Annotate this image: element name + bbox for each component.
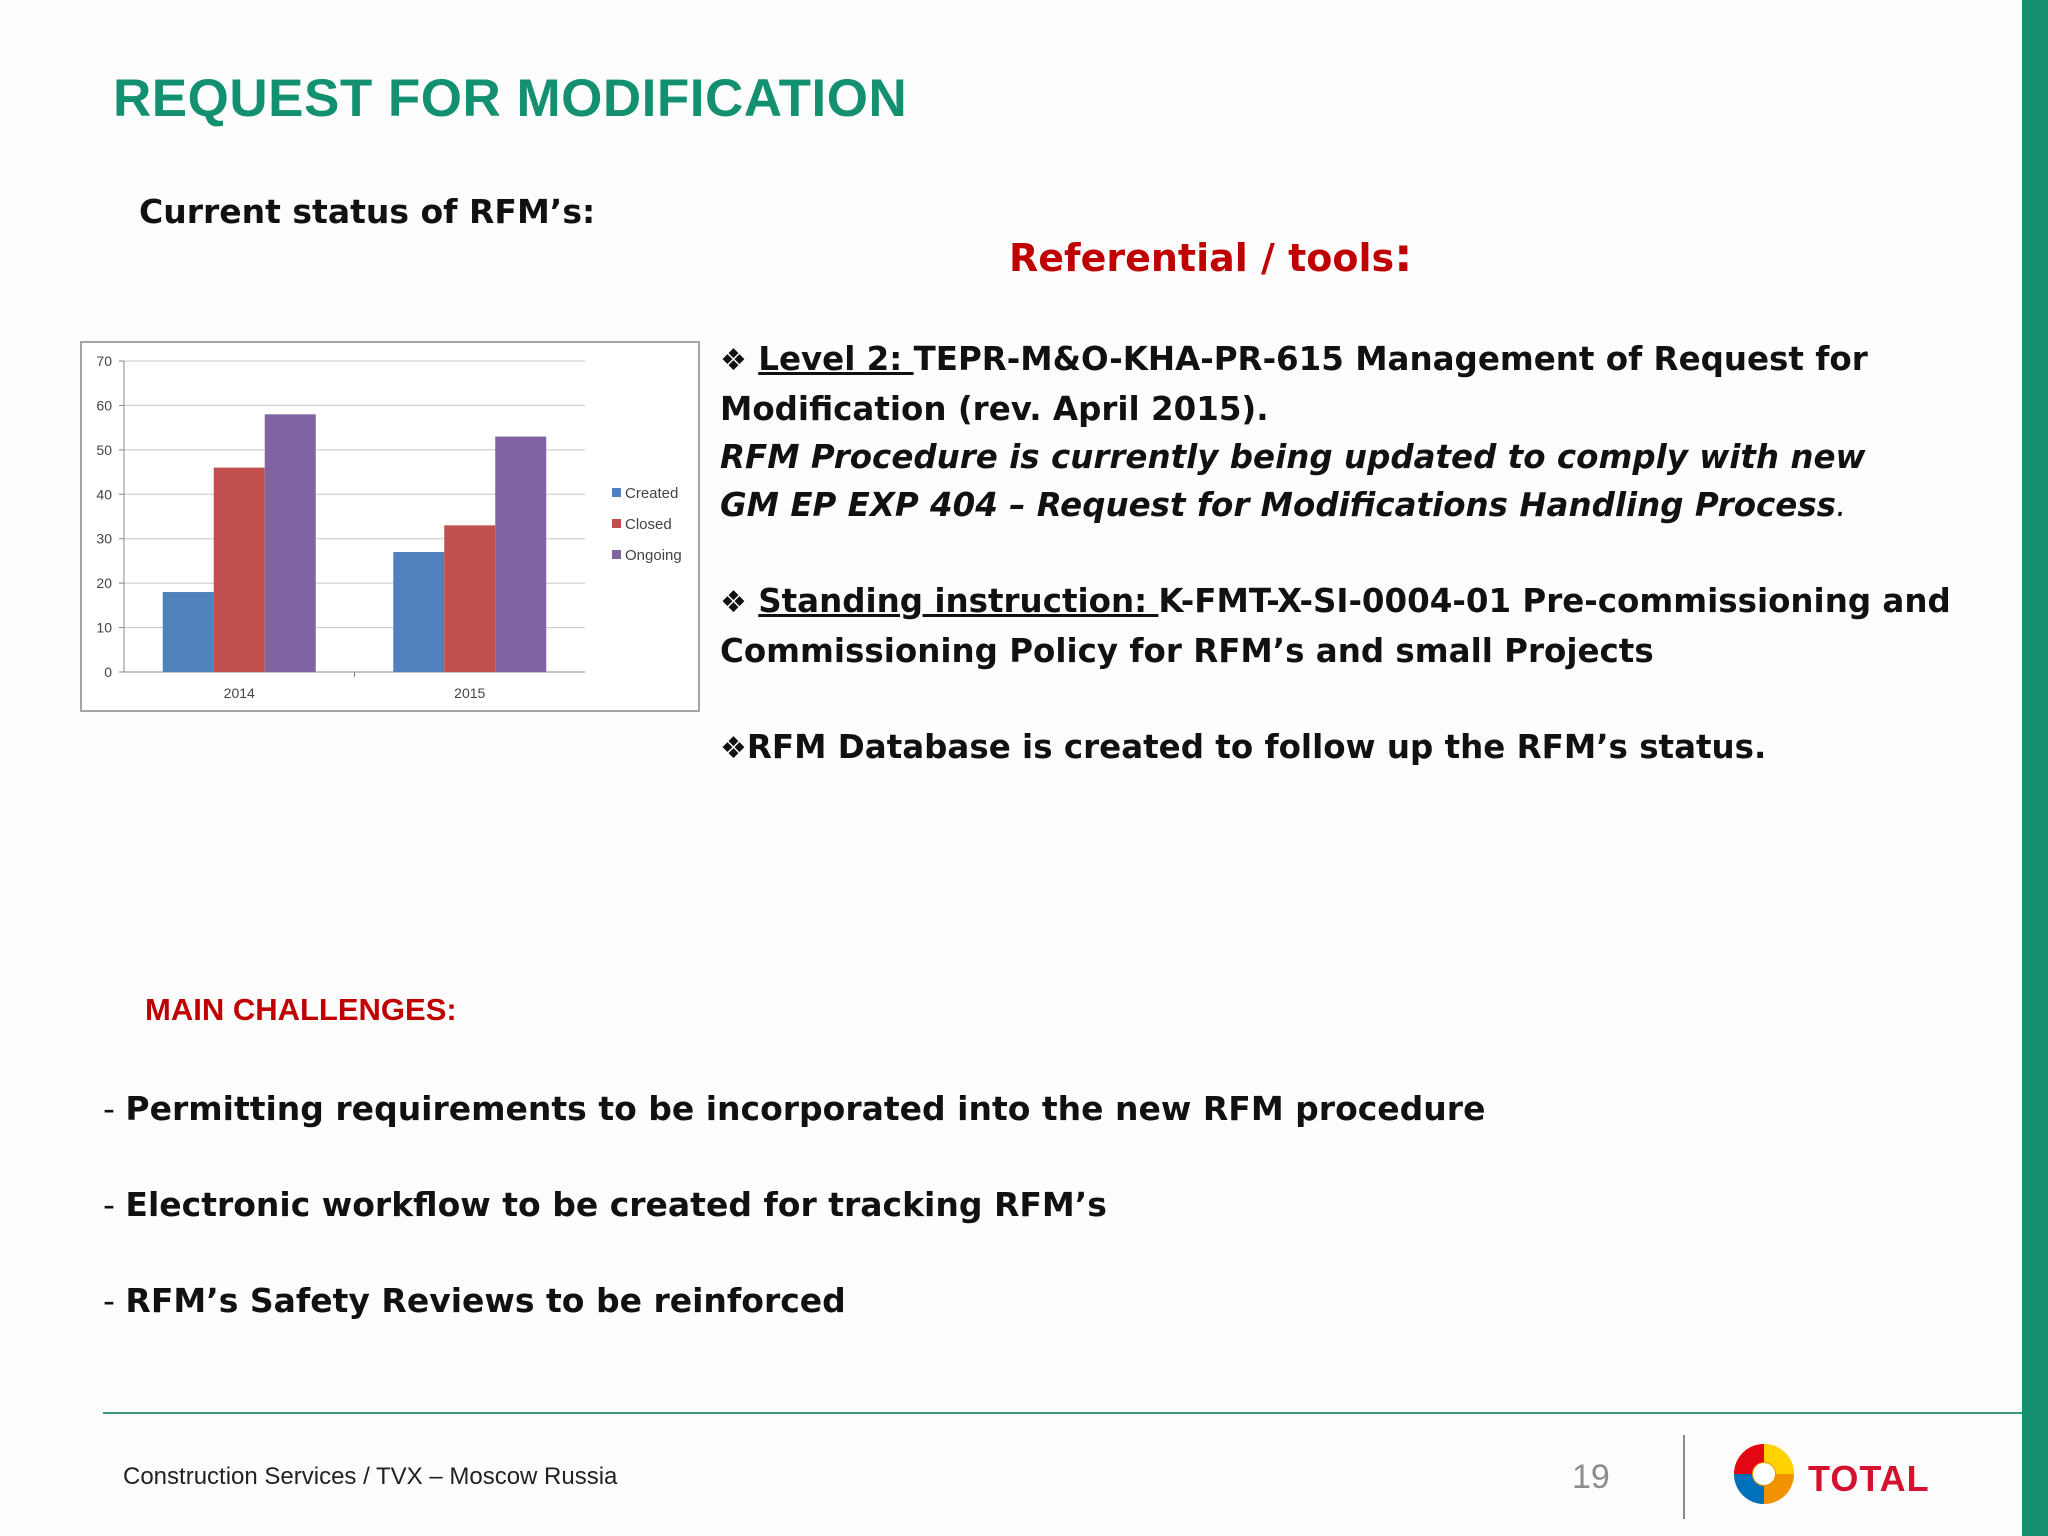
level2-note-line-2: GM EP EXP 404 – Request for Modification… [720, 481, 2010, 529]
legend-swatch-created [612, 488, 621, 497]
level2-note-line-2-text: GM EP EXP 404 – Request for Modification… [720, 486, 1837, 524]
footer-divider [103, 1412, 2022, 1414]
standing-label: Standing instruction: [758, 582, 1159, 620]
rfm-status-chart-svg: 0 10 20 30 40 50 60 70 2014 2015 Created Closed Ongo… [96, 353, 682, 701]
challenge-item: - Permitting requirements to be incorpor… [103, 1085, 1485, 1181]
standing-text: K-FMT-X-SI-0004-01 Pre-commissioning and… [720, 582, 1951, 670]
level2-note-end: . [1836, 486, 1847, 524]
legend-label-created: Created [625, 485, 678, 502]
status-label: Current status of RFM’s: [139, 192, 596, 231]
referential-title-colon: : [1394, 228, 1413, 282]
legend-label-ongoing: Ongoing [625, 547, 682, 564]
bar-ongoing-2015 [495, 436, 547, 672]
level2-text: TEPR-M&O-KHA-PR-615 Management of Reques… [720, 340, 1868, 428]
x-tick-label: 2015 [454, 685, 485, 701]
bar-created-2014 [162, 592, 214, 672]
y-tick-label: 60 [96, 397, 112, 413]
y-tick-label: 40 [96, 486, 112, 502]
brand-side-bar [2022, 0, 2048, 1536]
challenge-text: Permitting requirements to be incorporat… [125, 1089, 1486, 1128]
challenge-item: - RFM’s Safety Reviews to be reinforced [103, 1277, 1485, 1373]
four-diamond-bullet-icon: ❖ [720, 585, 747, 620]
referential-title-text: Referential / tools [1009, 236, 1395, 280]
y-tick-label: 30 [96, 531, 112, 547]
reference-standing-instruction: ❖ Standing instruction: K-FMT-X-SI-0004-… [720, 577, 2010, 675]
bar-closed-2014 [213, 467, 265, 672]
legend-label-closed: Closed [625, 516, 672, 533]
footer-separator [1683, 1435, 1685, 1519]
four-diamond-bullet-icon: ❖ [720, 343, 747, 378]
rfm-status-chart: 0 10 20 30 40 50 60 70 2014 2015 Created Closed Ongo… [80, 341, 700, 712]
reference-level2: ❖ Level 2: TEPR-M&O-KHA-PR-615 Managemen… [720, 335, 2010, 433]
referential-list: ❖ Level 2: TEPR-M&O-KHA-PR-615 Managemen… [720, 335, 2010, 773]
x-tick-label: 2014 [224, 685, 255, 701]
total-logo-icon [1734, 1444, 1794, 1504]
bar-closed-2015 [444, 525, 496, 672]
bar-created-2015 [393, 552, 445, 672]
dash: - [103, 1185, 126, 1224]
total-brand-wordmark: TOTAL [1808, 1458, 1930, 1499]
level2-label: Level 2: [758, 340, 914, 378]
referential-title: Referential / tools: [1009, 228, 1413, 282]
y-tick-label: 0 [104, 664, 112, 680]
y-tick-label: 70 [96, 353, 112, 369]
spacer [720, 529, 2010, 577]
spacer [720, 675, 2010, 723]
database-text: RFM Database is created to follow up the… [746, 728, 1767, 766]
dash: - [103, 1089, 126, 1128]
challenges-title: MAIN CHALLENGES: [145, 992, 457, 1027]
challenge-item: - Electronic workflow to be created for … [103, 1181, 1485, 1277]
level2-note-line-1: RFM Procedure is currently being updated… [720, 438, 1866, 476]
y-tick-label: 50 [96, 442, 112, 458]
bar-ongoing-2014 [264, 414, 316, 672]
challenges-list: - Permitting requirements to be incorpor… [103, 1085, 1485, 1373]
y-tick-label: 20 [96, 575, 112, 591]
legend-swatch-ongoing [612, 550, 621, 559]
challenge-text: RFM’s Safety Reviews to be reinforced [125, 1281, 846, 1320]
y-tick-label: 10 [96, 620, 112, 636]
dash: - [103, 1281, 126, 1320]
legend-swatch-closed [612, 519, 621, 528]
reference-database: ❖RFM Database is created to follow up th… [720, 723, 2010, 773]
footer-text: Construction Services / TVX – Moscow Rus… [123, 1463, 618, 1490]
slide-title: REQUEST FOR MODIFICATION [113, 69, 908, 128]
four-diamond-bullet-icon: ❖ [720, 731, 747, 766]
challenge-text: Electronic workflow to be created for tr… [125, 1185, 1107, 1224]
page-number: 19 [1572, 1458, 1610, 1496]
